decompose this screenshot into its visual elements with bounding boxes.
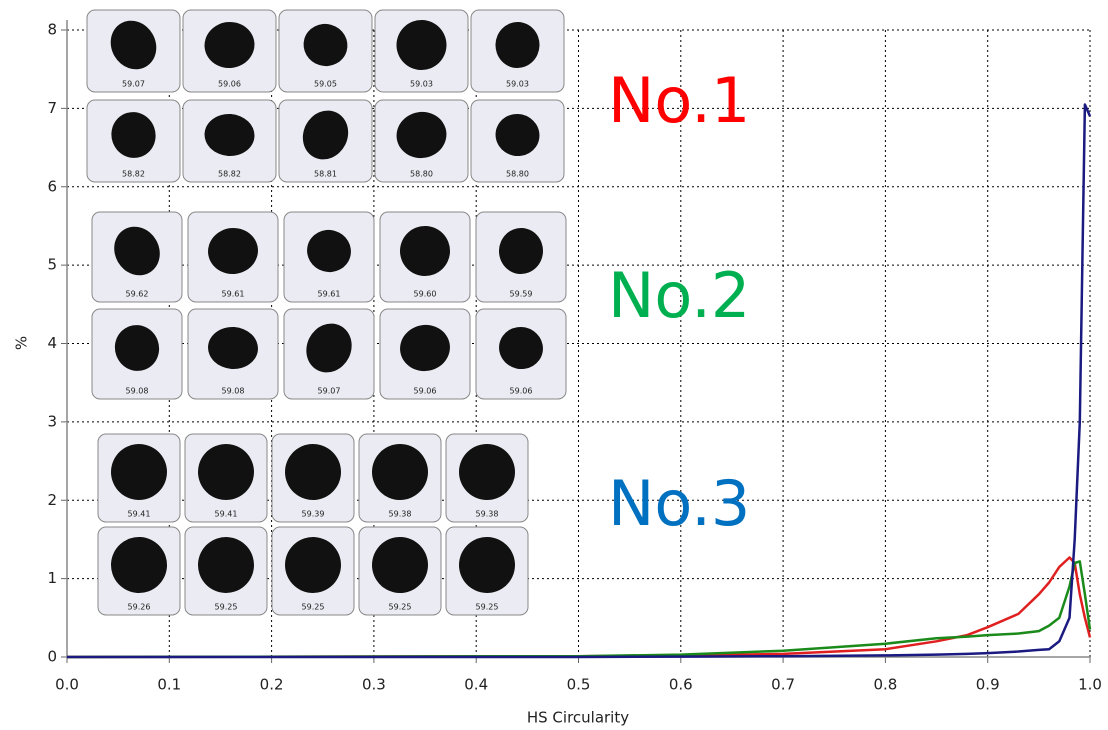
y-tick-label: 7 bbox=[47, 99, 57, 117]
thumbnail-caption: 59.41 bbox=[128, 510, 151, 519]
x-tick-label: 0.5 bbox=[567, 676, 591, 694]
thumbnail-caption: 59.07 bbox=[318, 387, 341, 396]
y-tick-label: 5 bbox=[47, 256, 57, 274]
x-tick-label: 0.9 bbox=[976, 676, 1000, 694]
y-tick-label: 4 bbox=[47, 334, 57, 352]
x-tick-label: 0.1 bbox=[157, 676, 181, 694]
series-label: No.3 bbox=[608, 467, 750, 540]
y-tick-label: 6 bbox=[47, 177, 57, 195]
thumbnail-caption: 58.80 bbox=[506, 170, 529, 179]
thumbnail-caption: 59.25 bbox=[476, 603, 499, 612]
thumbnail-caption: 58.80 bbox=[410, 170, 433, 179]
thumbnail-caption: 59.38 bbox=[389, 510, 412, 519]
thumbnail-caption: 59.03 bbox=[410, 80, 433, 89]
chart: HS Circularity % 0 1 2 3 4 5 6 7 8 0.0 0.1 0.2 0.3 0.… bbox=[0, 0, 1108, 730]
thumbnail-caption: 59.25 bbox=[302, 603, 325, 612]
thumbnail-caption: 59.25 bbox=[215, 603, 238, 612]
thumbnail-caption: 59.06 bbox=[510, 387, 533, 396]
x-tick-label: 1.0 bbox=[1078, 676, 1102, 694]
x-tick-label: 0.0 bbox=[55, 676, 79, 694]
x-tick-label: 0.3 bbox=[362, 676, 386, 694]
thumbnail-caption: 59.41 bbox=[215, 510, 238, 519]
thumbnail-caption: 59.06 bbox=[414, 387, 437, 396]
thumbnail-caption: 59.07 bbox=[122, 80, 145, 89]
y-tick-label: 3 bbox=[47, 412, 57, 430]
y-axis-title: % bbox=[13, 336, 31, 350]
thumbnail-caption: 59.59 bbox=[510, 290, 533, 299]
thumbnail-caption: 59.08 bbox=[222, 387, 245, 396]
y-tick-label: 1 bbox=[47, 569, 57, 587]
x-axis-title: HS Circularity bbox=[527, 709, 629, 727]
thumbnail-caption: 59.60 bbox=[414, 290, 437, 299]
thumbnail-caption: 59.08 bbox=[126, 387, 149, 396]
thumbnail-caption: 59.06 bbox=[218, 80, 241, 89]
y-tick-label: 2 bbox=[47, 491, 57, 509]
y-tick-label: 0 bbox=[47, 648, 57, 666]
thumbnail-caption: 59.61 bbox=[222, 290, 245, 299]
thumbnail-caption: 58.81 bbox=[314, 170, 337, 179]
thumbnail-caption: 59.62 bbox=[126, 290, 149, 299]
x-tick-label: 0.4 bbox=[464, 676, 488, 694]
x-tick-label: 0.6 bbox=[669, 676, 693, 694]
x-tick-label: 0.7 bbox=[771, 676, 795, 694]
series-label: No.2 bbox=[608, 259, 750, 332]
thumbnail-caption: 58.82 bbox=[218, 170, 241, 179]
thumbnail-caption: 59.26 bbox=[128, 603, 151, 612]
series-label: No.1 bbox=[608, 64, 750, 137]
thumbnail-caption: 59.38 bbox=[476, 510, 499, 519]
thumbnail-caption: 58.82 bbox=[122, 170, 145, 179]
x-tick-label: 0.8 bbox=[873, 676, 897, 694]
thumbnail-caption: 59.03 bbox=[506, 80, 529, 89]
thumbnail-caption: 59.39 bbox=[302, 510, 325, 519]
y-tick-label: 8 bbox=[47, 21, 57, 39]
thumbnail-caption: 59.05 bbox=[314, 80, 337, 89]
thumbnail-caption: 59.61 bbox=[318, 290, 341, 299]
thumbnail-caption: 59.25 bbox=[389, 603, 412, 612]
x-tick-label: 0.2 bbox=[260, 676, 284, 694]
